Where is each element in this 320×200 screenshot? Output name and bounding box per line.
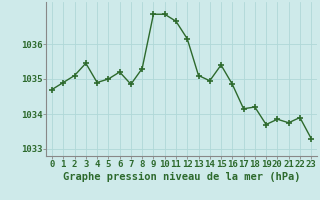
X-axis label: Graphe pression niveau de la mer (hPa): Graphe pression niveau de la mer (hPa) [63, 172, 300, 182]
